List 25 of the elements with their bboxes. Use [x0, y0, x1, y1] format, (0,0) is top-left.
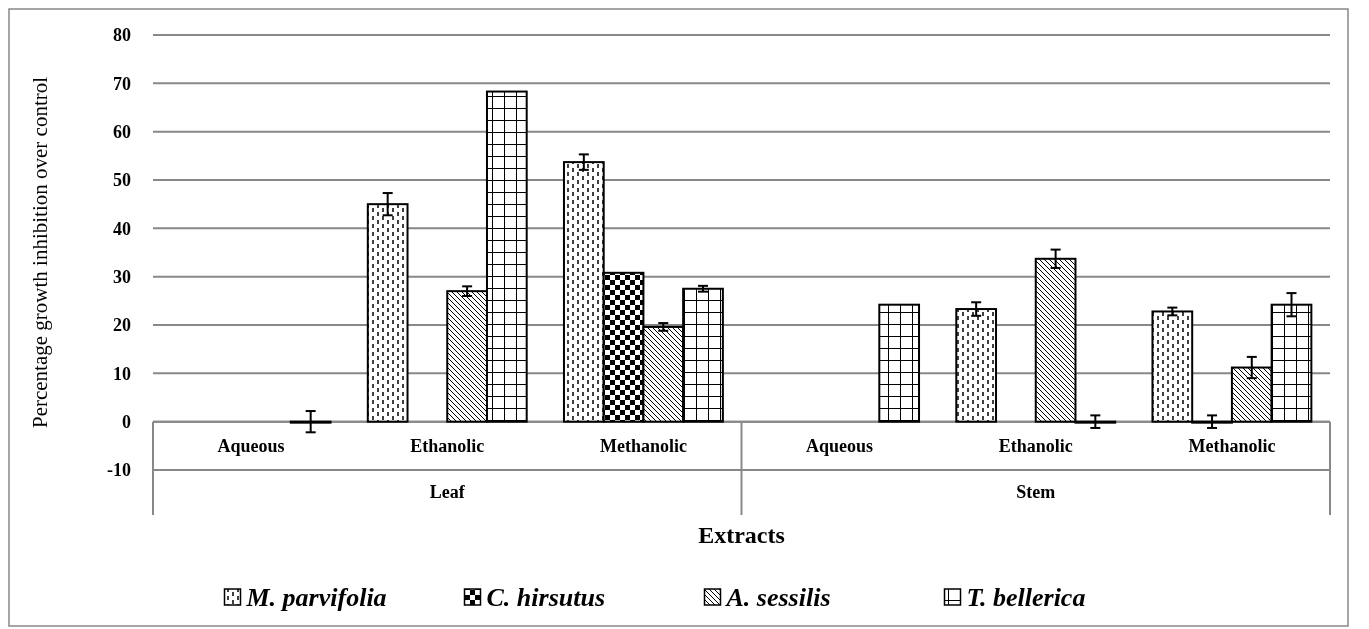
y-tick-label: 20	[113, 315, 131, 336]
x-tick-label: Aqueous	[217, 436, 285, 457]
text: Stem	[1016, 482, 1056, 503]
legend-label: T. bellerica	[966, 583, 1086, 613]
y-tick-label: 60	[113, 121, 131, 142]
bar	[878, 303, 921, 423]
x-tick-label: Methanolic	[599, 436, 687, 457]
y-tick-label: 70	[113, 73, 131, 94]
legend-label: M. parvifolia	[245, 583, 387, 613]
legend-label: A. sessilis	[724, 583, 831, 613]
text: Leaf	[429, 482, 466, 503]
y-tick-label: 80	[113, 25, 131, 46]
y-tick-label: 30	[113, 266, 131, 287]
y-tick-label: 10	[113, 363, 131, 384]
legend-label: C. hirsutus	[486, 583, 606, 613]
x-tick-label: Methanolic	[1188, 436, 1276, 457]
x-tick-label: Ethanolic	[410, 436, 485, 457]
y-tick-label: 40	[113, 218, 131, 239]
x-tick-label: Aqueous	[806, 436, 874, 457]
y-tick-label: -10	[107, 460, 131, 481]
y-tick-label: 50	[113, 170, 131, 191]
x-tick-label: Ethanolic	[998, 436, 1073, 457]
y-axis-title: Percentage growth inhibition over control	[28, 76, 53, 429]
y-tick-label: 0	[122, 411, 131, 432]
x-axis-title: Extracts	[698, 522, 785, 549]
